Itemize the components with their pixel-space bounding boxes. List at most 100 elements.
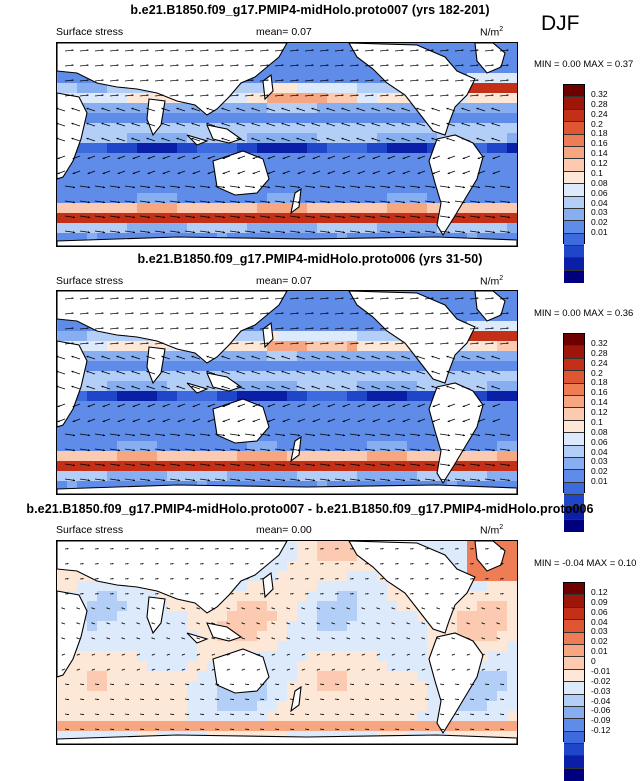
field-cell [337,421,347,431]
field-cell [107,611,117,621]
field-cell [67,571,77,581]
panel-3-min-label: MIN = [534,558,560,569]
field-cell [477,581,487,591]
field-cell [237,123,247,133]
field-cell [237,371,247,381]
field-cell [507,311,517,321]
field-cell [137,701,147,711]
field-cell [387,173,397,183]
field-cell [77,173,87,183]
field-cell [307,431,317,441]
panel-1-variable: Surface stress [56,26,123,38]
field-cell [77,401,87,411]
field-cell [107,681,117,691]
field-cell [217,641,227,651]
field-cell [177,631,187,641]
field-cell [347,341,357,351]
field-cell [327,421,337,431]
field-cell [487,83,497,93]
field-cell [267,611,277,621]
field-cell [507,651,517,661]
field-cell [107,203,117,213]
field-cell [267,711,277,721]
field-cell [327,661,337,671]
field-cell [377,183,387,193]
field-cell [67,701,77,711]
land-mass [57,237,517,246]
field-cell [157,203,167,213]
field-cell [277,681,287,691]
field-cell [297,641,307,651]
field-cell [487,701,497,711]
field-cell [337,711,347,721]
field-cell [467,123,477,133]
field-cell [57,451,67,461]
field-cell [217,451,227,461]
colorbar-swatch [564,234,584,246]
field-cell [147,711,157,721]
field-cell [277,611,287,621]
land-mass [57,735,517,744]
field-cell [57,193,67,203]
field-cell [267,701,277,711]
field-cell [337,601,347,611]
field-cell [207,691,217,701]
colorbar-swatch [564,520,584,532]
field-cell [137,451,147,461]
field-cell [97,681,107,691]
field-cell [77,461,87,471]
field-cell [137,611,147,621]
field-cell [347,681,357,691]
field-cell [177,611,187,621]
field-cell [137,641,147,651]
field-cell [267,631,277,641]
field-cell [307,173,317,183]
field-cell [507,551,517,561]
field-cell [177,681,187,691]
field-cell [327,113,337,123]
field-cell [407,651,417,661]
field-cell [97,143,107,153]
field-cell [107,153,117,163]
field-cell [187,391,197,401]
field-cell [187,671,197,681]
field-cell [137,601,147,611]
field-cell [227,103,237,113]
field-cell [107,431,117,441]
field-cell [297,331,307,341]
field-cell [177,671,187,681]
field-cell [267,103,277,113]
colorbar-swatch [564,384,584,396]
field-cell [397,671,407,681]
field-cell [407,401,417,411]
field-cell [307,53,317,63]
field-cell [497,711,507,721]
field-cell [117,93,127,103]
field-cell [347,651,357,661]
field-cell [237,341,247,351]
field-cell [507,73,517,83]
field-cell [307,321,317,331]
field-cell [247,213,257,223]
field-cell [277,661,287,671]
field-cell [297,611,307,621]
field-cell [377,591,387,601]
colorbar-swatch [564,334,584,346]
field-cell [477,371,487,381]
field-cell [467,93,477,103]
field-cell [127,411,137,421]
field-cell [397,461,407,471]
colorbar-swatch [564,122,584,134]
field-cell [197,153,207,163]
field-cell [327,701,337,711]
field-cell [367,671,377,681]
field-cell [77,451,87,461]
field-cell [407,701,417,711]
field-cell [317,203,327,213]
field-cell [87,641,97,651]
field-cell [397,391,407,401]
panel-2-mean-label: mean= [256,275,288,287]
field-cell [307,361,317,371]
field-cell [397,421,407,431]
colorbar-label: 0.1 [591,417,603,427]
